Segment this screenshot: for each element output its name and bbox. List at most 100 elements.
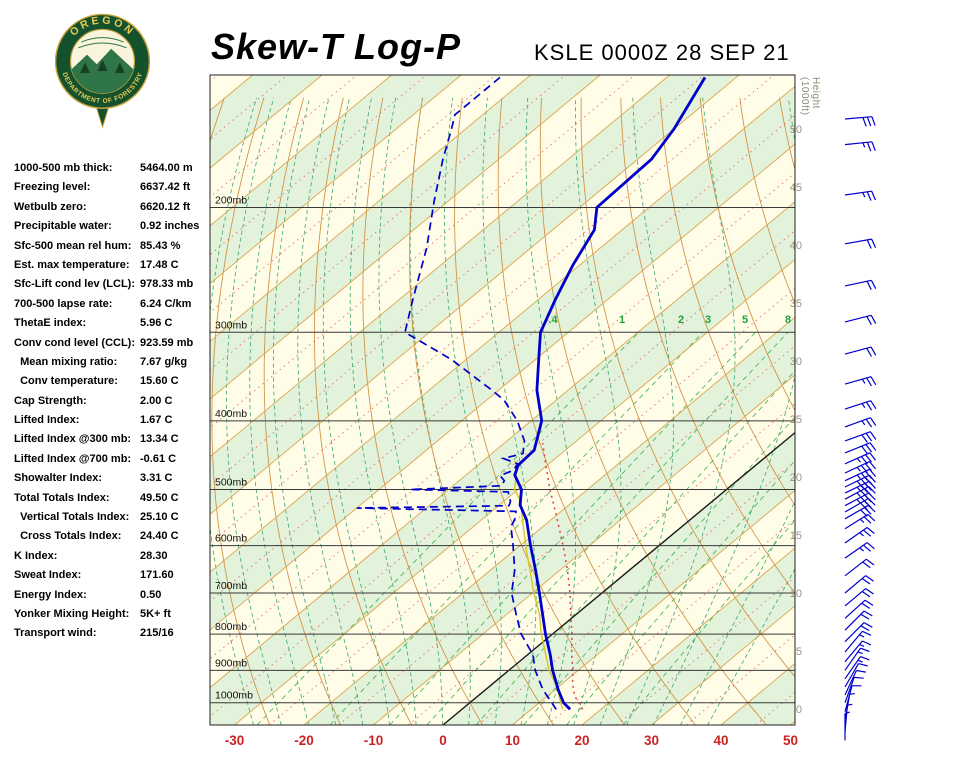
x-axis-tick: 0 xyxy=(439,733,447,748)
index-row: Total Totals Index:49.50 C xyxy=(14,489,219,508)
wind-barb xyxy=(845,377,876,386)
mixing-ratio-label: 8 xyxy=(785,314,791,326)
index-row: Yonker Mixing Height:5K+ ft xyxy=(14,605,219,624)
index-label: Total Totals Index: xyxy=(14,489,140,508)
index-value: 1.67 C xyxy=(140,411,172,430)
wind-barb xyxy=(845,239,876,248)
index-value: 6.24 C/km xyxy=(140,295,191,314)
index-value: 978.33 mb xyxy=(140,275,193,294)
wind-barb xyxy=(845,117,875,127)
index-value: 0.50 xyxy=(140,586,161,605)
index-row: 1000-500 mb thick:5464.00 m xyxy=(14,159,219,178)
index-label: 700-500 lapse rate: xyxy=(14,295,140,314)
pressure-label: 300mb xyxy=(215,319,247,331)
index-label: Showalter Index: xyxy=(14,469,140,488)
index-value: 2.00 C xyxy=(140,392,172,411)
x-axis-tick: -10 xyxy=(364,733,384,748)
index-row: Cross Totals Index:24.40 C xyxy=(14,527,219,546)
index-label: Conv temperature: xyxy=(14,372,140,391)
index-value: -0.61 C xyxy=(140,450,176,469)
index-label: Lifted Index @300 mb: xyxy=(14,430,140,449)
index-label: K Index: xyxy=(14,547,140,566)
index-value: 0.92 inches xyxy=(140,217,199,236)
index-row: Sweat Index:171.60 xyxy=(14,566,219,585)
wind-barb xyxy=(845,432,876,443)
pressure-label: 400mb xyxy=(215,408,247,420)
index-row: 700-500 lapse rate:6.24 C/km xyxy=(14,295,219,314)
wind-barb xyxy=(845,664,868,687)
index-value: 49.50 C xyxy=(140,489,179,508)
page-title: Skew-T Log-P xyxy=(211,26,461,68)
index-value: 85.43 % xyxy=(140,237,180,256)
wind-barbs-plot xyxy=(800,75,920,775)
pressure-label: 800mb xyxy=(215,621,247,633)
x-axis-tick: 10 xyxy=(505,733,520,748)
index-label: ThetaE index: xyxy=(14,314,140,333)
index-value: 28.30 xyxy=(140,547,168,566)
index-label: Est. max temperature: xyxy=(14,256,140,275)
wind-barb xyxy=(845,631,871,652)
odf-logo: OREGON DEPARTMENT OF FORESTRY xyxy=(54,13,151,131)
index-label: Conv cond level (CCL): xyxy=(14,334,140,353)
index-label: 1000-500 mb thick: xyxy=(14,159,140,178)
index-value: 25.10 C xyxy=(140,508,179,527)
index-label: Yonker Mixing Height: xyxy=(14,605,140,624)
wind-barb xyxy=(845,453,876,464)
index-label: Wetbulb zero: xyxy=(14,198,140,217)
mixing-ratio-label: 3 xyxy=(705,314,711,326)
index-value: 215/16 xyxy=(140,624,174,643)
index-label: Sfc-Lift cond lev (LCL): xyxy=(14,275,140,294)
index-row: Cap Strength:2.00 C xyxy=(14,392,219,411)
wind-barb xyxy=(845,315,876,324)
index-label: Freezing level: xyxy=(14,178,140,197)
index-label: Sfc-500 mean rel hum: xyxy=(14,237,140,256)
wind-barb-column xyxy=(800,75,920,775)
x-axis-tick: 30 xyxy=(644,733,659,748)
index-row: Wetbulb zero:6620.12 ft xyxy=(14,198,219,217)
index-value: 6637.42 ft xyxy=(140,178,190,197)
wind-barb xyxy=(845,347,876,356)
mixing-ratio-label: 2 xyxy=(678,314,684,326)
index-value: 5.96 C xyxy=(140,314,172,333)
wind-barb xyxy=(845,657,869,679)
index-row: Freezing level:6637.42 ft xyxy=(14,178,219,197)
index-row: Conv temperature:15.60 C xyxy=(14,372,219,391)
index-label: Cap Strength: xyxy=(14,392,140,411)
index-row: Sfc-Lift cond lev (LCL):978.33 mb xyxy=(14,275,219,294)
wind-barb xyxy=(845,528,874,544)
index-value: 3.31 C xyxy=(140,469,172,488)
x-axis-tick: -20 xyxy=(294,733,314,748)
index-row: Lifted Index @300 mb:13.34 C xyxy=(14,430,219,449)
x-axis-tick: 20 xyxy=(574,733,589,748)
x-axis-tick: 40 xyxy=(713,733,728,748)
station-id: KSLE 0000Z 28 SEP 21 xyxy=(534,40,790,66)
index-value: 5464.00 m xyxy=(140,159,193,178)
index-row: Precipitable water:0.92 inches xyxy=(14,217,219,236)
index-label: Lifted Index: xyxy=(14,411,140,430)
mixing-ratio-label: 1 xyxy=(619,314,625,326)
index-value: 24.40 C xyxy=(140,527,179,546)
index-value: 923.59 mb xyxy=(140,334,193,353)
index-value: 6620.12 ft xyxy=(140,198,190,217)
index-value: 15.60 C xyxy=(140,372,179,391)
index-row: Transport wind:215/16 xyxy=(14,624,219,643)
index-row: Conv cond level (CCL):923.59 mb xyxy=(14,334,219,353)
index-label: Lifted Index @700 mb: xyxy=(14,450,140,469)
skewt-plot: 200mb300mb400mb500mb600mb700mb800mb900mb… xyxy=(210,75,795,725)
mixing-ratio-label: .4 xyxy=(548,314,558,326)
index-label: Vertical Totals Index: xyxy=(14,508,140,527)
pressure-label: 700mb xyxy=(215,580,247,592)
index-value: 17.48 C xyxy=(140,256,179,275)
index-value: 7.67 g/kg xyxy=(140,353,187,372)
index-label: Transport wind: xyxy=(14,624,140,643)
pressure-label: 900mb xyxy=(215,657,247,669)
pressure-label: 500mb xyxy=(215,476,247,488)
index-row: Lifted Index @700 mb:-0.61 C xyxy=(14,450,219,469)
pressure-label: 1000mb xyxy=(215,690,253,702)
mixing-ratio-label: 5 xyxy=(742,314,748,326)
index-row: Vertical Totals Index:25.10 C xyxy=(14,508,219,527)
index-row: Mean mixing ratio:7.67 g/kg xyxy=(14,353,219,372)
index-row: K Index:28.30 xyxy=(14,547,219,566)
